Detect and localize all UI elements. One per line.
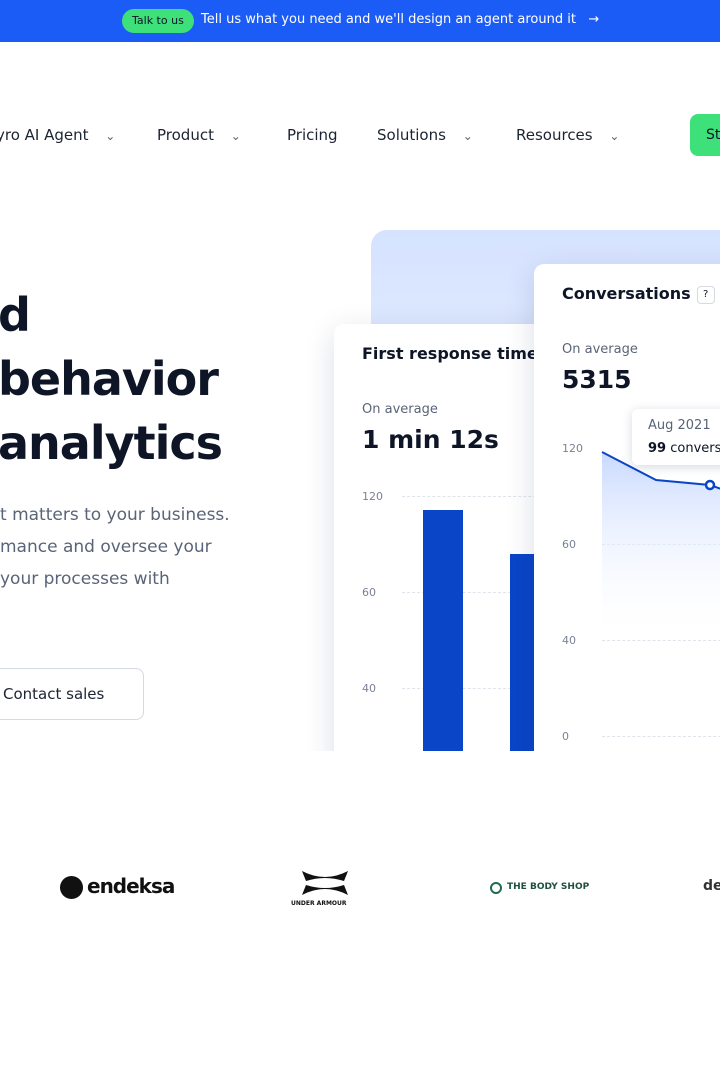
talk-to-us-pill[interactable]: Talk to us — [122, 9, 194, 33]
grid-line — [602, 736, 720, 737]
banner-message[interactable]: Tell us what you need and we'll design a… — [201, 12, 576, 27]
grid-line — [402, 688, 594, 689]
line — [601, 451, 720, 490]
nav-item[interactable]: Resources ⌄ — [516, 126, 620, 144]
announcement-banner — [0, 0, 720, 42]
nav-label[interactable]: Solutions — [377, 126, 446, 144]
logo: UNDER ARMOUR — [291, 900, 347, 907]
axis-tick: 60 — [362, 586, 376, 599]
bar — [423, 510, 463, 751]
hero-heading: analytics — [0, 416, 223, 470]
tooltip-count: 99 — [648, 441, 667, 456]
hero-heading: behavior — [0, 352, 219, 406]
conversations-card: Conversations? On average 5315 120 60 40… — [534, 264, 720, 751]
grid-line — [402, 496, 594, 497]
nav-label[interactable]: Resources — [516, 126, 593, 144]
point[interactable] — [704, 479, 716, 491]
axis-tick: 0 — [562, 730, 569, 743]
nav-item[interactable]: yro AI Agent ⌄ — [0, 126, 115, 144]
nav-item[interactable]: Product ⌄ — [157, 126, 241, 144]
hero-paragraph: mance and oversee your — [0, 537, 212, 557]
metric-value: 1 min 12s — [362, 425, 499, 454]
under-armour-icon — [302, 871, 348, 895]
axis-tick: 40 — [362, 682, 376, 695]
hero-heading: d — [0, 288, 31, 342]
caption: On average — [562, 342, 638, 357]
axis-tick: 120 — [562, 442, 583, 455]
hero-illustration: First response time? On average 1 min 12… — [0, 200, 720, 751]
nav-label[interactable]: yro AI Agent — [0, 126, 89, 144]
grid-line — [402, 592, 594, 593]
metric-value: 5315 — [562, 365, 632, 394]
nav-label[interactable]: Pricing — [287, 126, 338, 144]
hero-paragraph: t matters to your business. — [0, 505, 230, 525]
hero-paragraph: your processes with — [0, 569, 170, 589]
tooltip: Aug 2021 99 conversations — [632, 409, 720, 465]
endeksa-icon — [60, 876, 83, 899]
card-title: Conversations? — [562, 284, 715, 304]
tooltip-date: Aug 2021 — [648, 418, 711, 433]
logo: THE BODY SHOP — [507, 882, 590, 892]
cta-button[interactable]: St — [690, 114, 720, 156]
area — [602, 452, 720, 644]
tooltip-count-row: 99 conversations — [648, 441, 720, 456]
banner-link[interactable]: Tell us what you need and we'll design a… — [201, 12, 600, 27]
body-shop-icon — [490, 882, 502, 894]
nav-item[interactable]: Pricing — [287, 126, 338, 144]
caption: On average — [362, 402, 438, 417]
logo: de — [703, 878, 720, 894]
card-title-text: Conversations — [562, 284, 691, 303]
axis-tick: 60 — [562, 538, 576, 551]
tooltip-unit: conversations — [670, 441, 720, 456]
axis-tick: 120 — [362, 490, 383, 503]
help-badge[interactable]: ? — [696, 285, 715, 304]
card-title: First response time? — [362, 344, 562, 364]
logo: endeksa — [87, 874, 175, 898]
nav-item[interactable]: Solutions ⌄ — [377, 126, 473, 144]
card-title-text: First response time — [362, 344, 538, 363]
contact-sales-button[interactable]: Contact sales — [0, 668, 144, 720]
axis-tick: 40 — [562, 634, 576, 647]
line-chart — [601, 451, 720, 644]
nav-label[interactable]: Product — [157, 126, 214, 144]
